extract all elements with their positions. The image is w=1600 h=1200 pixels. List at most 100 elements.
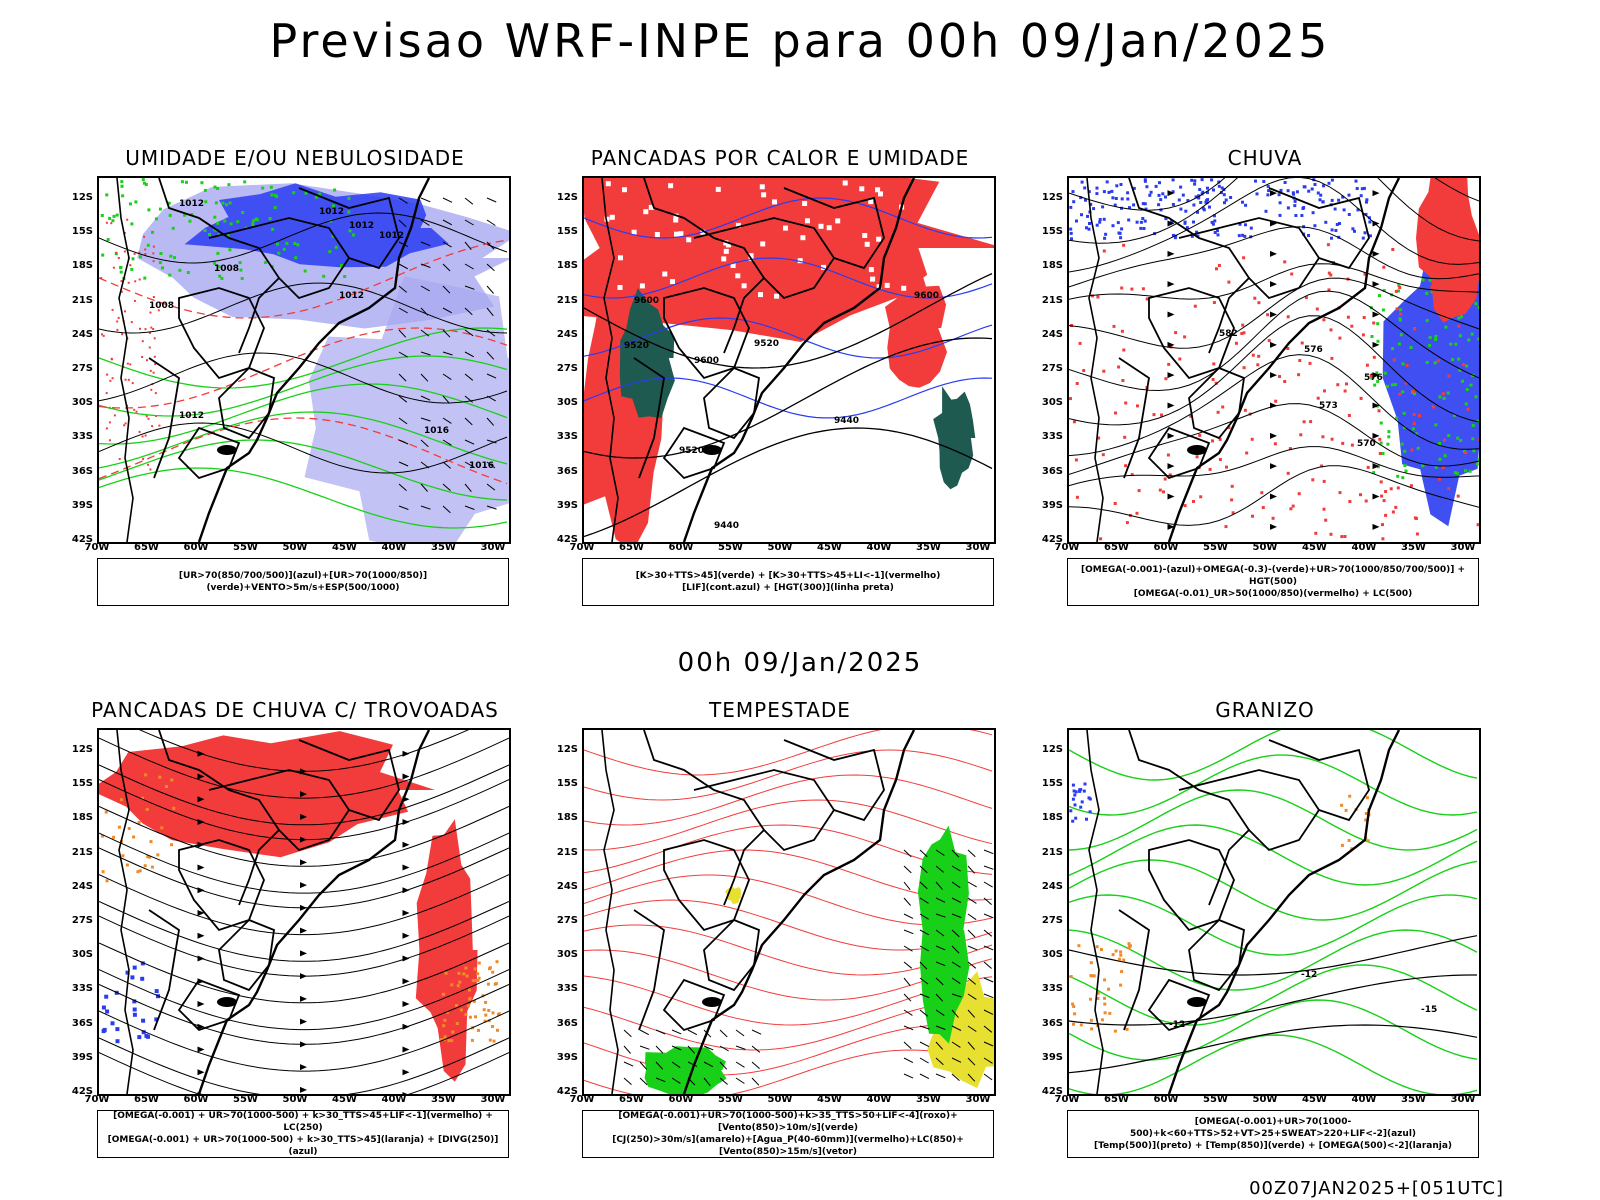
lon-tick-label: 55W: [233, 542, 258, 553]
lon-tick-label: 55W: [1203, 542, 1228, 553]
lon-tick-label: 60W: [1153, 542, 1179, 553]
lat-tick-label: 21S: [71, 294, 93, 306]
map-graphic: [584, 730, 994, 1094]
contour-label: 576: [1304, 345, 1323, 355]
contour-label: 1008: [214, 264, 239, 274]
contour-label: 1012: [379, 231, 404, 241]
panel-chuva: CHUVA 582 576 573 570 576 12S 15S 18S 21S 24S 27S 3…: [1030, 140, 1500, 620]
lon-tick-label: 50W: [1252, 1094, 1278, 1105]
lon-tick-label: 70W: [84, 1094, 110, 1105]
map-frame[interactable]: 1012 1012 1012 1008 1016 1012 1012 1016 1008 1012: [97, 176, 511, 544]
contour-label: 9520: [624, 341, 649, 351]
panel-title: UMIDADE E/OU NEBULOSIDADE: [125, 146, 465, 170]
lat-tick-label: 15S: [556, 226, 578, 238]
lat-tick-label: 39S: [1041, 1051, 1063, 1063]
lat-tick-label: 33S: [1041, 983, 1063, 995]
lat-tick-label: 39S: [556, 1051, 578, 1063]
lat-tick-label: 36S: [556, 465, 578, 477]
contour-label: 9520: [754, 339, 779, 349]
contour-label: -15: [1421, 1005, 1437, 1015]
page-title: Previsao WRF-INPE para 00h 09/Jan/2025: [269, 14, 1331, 68]
lon-tick-label: 35W: [916, 1094, 941, 1105]
lat-tick-label: 12S: [556, 744, 578, 755]
lat-tick-label: 18S: [1041, 812, 1063, 824]
lon-tick-label: 45W: [332, 1094, 357, 1105]
map-frame[interactable]: [582, 728, 996, 1096]
lon-tick-label: 45W: [817, 1094, 842, 1105]
lon-tick-label: 30W: [480, 1094, 506, 1105]
legend-line: [OMEGA(-0.001)+UR>70(1000-500)+k<60+TTS>…: [1129, 1117, 1417, 1139]
lon-tick-label: 35W: [431, 542, 456, 553]
lon-tick-label: 60W: [183, 1094, 209, 1105]
lat-tick-label: 30S: [556, 397, 578, 409]
panel-title: TEMPESTADE: [709, 698, 851, 722]
lon-tick-label: 70W: [569, 1094, 595, 1105]
map-graphic: 9600 9600 9520 9600 9520 9440 9520 9440: [584, 178, 994, 542]
map-frame[interactable]: 9600 9600 9520 9600 9520 9440 9520 9440: [582, 176, 996, 544]
lon-tick-label: 60W: [668, 1094, 694, 1105]
lat-tick-label: 27S: [1041, 915, 1063, 926]
lat-tick-label: 24S: [1041, 328, 1063, 340]
lat-tick-label: 12S: [71, 744, 93, 755]
contour-label: 9600: [914, 291, 939, 301]
contour-label: 573: [1319, 401, 1338, 411]
map-frame[interactable]: -12 -12 -15: [1067, 728, 1481, 1096]
contour-label: 570: [1357, 439, 1376, 449]
panel-granizo: GRANIZO -12 -12 -15 12S 15S 18S 21S 24S 27S 30S 33…: [1030, 692, 1500, 1172]
legend-line: [OMEGA(-0.01)_UR>50(1000/850)(vermelho) …: [1133, 589, 1413, 599]
lat-tick-label: 21S: [1041, 294, 1063, 306]
lon-tick-label: 55W: [718, 542, 743, 553]
lon-tick-label: 70W: [84, 542, 110, 553]
lat-tick-label: 21S: [1041, 846, 1063, 858]
contour-label: 9600: [694, 356, 719, 366]
lon-tick-label: 30W: [480, 542, 506, 553]
lon-tick-label: 40W: [1351, 542, 1377, 553]
lat-tick-label: 39S: [1041, 499, 1063, 511]
contour-label: -12: [1169, 1020, 1185, 1030]
lat-tick-label: 33S: [71, 983, 93, 995]
lat-tick-label: 12S: [556, 192, 578, 203]
lon-tick-label: 35W: [431, 1094, 456, 1105]
legend-line: [CJ(250)>30m/s](amarelo)+[Agua_P(40-60mm…: [612, 1135, 964, 1157]
map-graphic: 582 576 573 570 576: [1069, 178, 1479, 542]
lat-tick-label: 30S: [71, 397, 93, 409]
lon-tick-label: 35W: [916, 542, 941, 553]
lat-tick-label: 42S: [1041, 1086, 1063, 1097]
panel-title: PANCADAS POR CALOR E UMIDADE: [590, 146, 970, 170]
lat-tick-label: 12S: [1041, 744, 1063, 755]
contour-label: 9600: [634, 296, 659, 306]
lat-tick-label: 30S: [71, 949, 93, 961]
lon-tick-label: 70W: [1054, 1094, 1080, 1105]
lat-tick-label: 36S: [1041, 465, 1063, 477]
legend-line: [OMEGA(-0.001)+UR>70(1000-500)+k>35_TTS>…: [618, 1111, 958, 1133]
lat-tick-label: 30S: [1041, 949, 1063, 961]
lat-tick-label: 21S: [556, 294, 578, 306]
legend-line: [UR>70(850/700/500)](azul)+[UR>70(1000/8…: [178, 571, 428, 593]
map-frame[interactable]: 582 576 573 570 576: [1067, 176, 1481, 544]
lon-tick-label: 45W: [1302, 542, 1327, 553]
lon-tick-label: 50W: [767, 542, 793, 553]
lat-tick-label: 15S: [556, 778, 578, 790]
lat-tick-label: 24S: [1041, 880, 1063, 892]
panel-legend: [K>30+TTS>45](verde) + [K>30+TTS>45+LI<-…: [582, 558, 994, 606]
lon-tick-label: 55W: [233, 1094, 258, 1105]
lat-tick-label: 27S: [556, 915, 578, 926]
contour-label: 1012: [349, 221, 374, 231]
lon-tick-label: 30W: [1450, 542, 1476, 553]
map-frame[interactable]: [97, 728, 511, 1096]
panel-legend: [UR>70(850/700/500)](azul)+[UR>70(1000/8…: [97, 558, 509, 606]
contour-label: 582: [1219, 329, 1238, 339]
lat-tick-label: 18S: [556, 812, 578, 824]
legend-line: [Temp(500)](preto) + [Temp(850)](verde) …: [1093, 1141, 1453, 1151]
lon-tick-label: 35W: [1401, 1094, 1426, 1105]
lat-tick-label: 36S: [1041, 1017, 1063, 1029]
panel-legend: [OMEGA(-0.001) + UR>70(1000-500) + k>30_…: [97, 1110, 509, 1158]
legend-line: [OMEGA(-0.001) + UR>70(1000-500) + k>30_…: [107, 1135, 499, 1157]
lat-tick-label: 15S: [71, 778, 93, 790]
lat-tick-label: 42S: [71, 1086, 93, 1097]
panel-tempestade: TEMPESTADE 12S 15S 18S 21S 24S 27S 30S 33S 36S 39…: [545, 692, 1015, 1172]
lat-tick-label: 39S: [556, 499, 578, 511]
map-graphic: [99, 730, 509, 1094]
lat-tick-label: 24S: [556, 880, 578, 892]
lat-tick-label: 15S: [71, 226, 93, 238]
